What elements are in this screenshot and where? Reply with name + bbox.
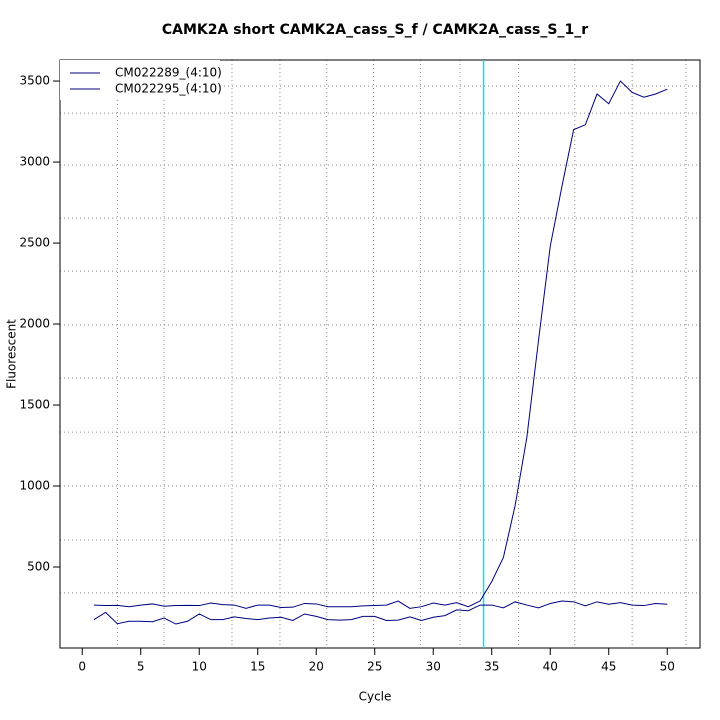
y-tick-label: 1000: [19, 479, 50, 493]
x-tick-label: 10: [192, 660, 207, 674]
x-tick-label: 50: [660, 660, 675, 674]
series-line: [93, 600, 668, 625]
x-tick-label: 35: [484, 660, 499, 674]
x-tick-label: 20: [309, 660, 324, 674]
y-tick-label: 500: [27, 560, 50, 574]
x-tick-label: 5: [137, 660, 145, 674]
legend-box: [60, 60, 220, 100]
chart-title: CAMK2A short CAMK2A_cass_S_f / CAMK2A_ca…: [162, 22, 588, 38]
series-line: [93, 80, 668, 609]
y-tick-label: 2500: [19, 236, 50, 250]
y-tick-label: 3000: [19, 155, 50, 169]
x-tick-label: 30: [426, 660, 441, 674]
x-tick-label: 0: [78, 660, 86, 674]
x-tick-label: 25: [367, 660, 382, 674]
x-tick-label: 45: [601, 660, 616, 674]
y-axis-label: Fluorescent: [5, 319, 19, 389]
legend-label: CM022295_(4:10): [115, 82, 222, 96]
y-tick-label: 3500: [19, 74, 50, 88]
legend-label: CM022289_(4:10): [115, 66, 222, 80]
x-axis-label: Cycle: [359, 690, 392, 704]
y-tick-label: 1500: [19, 398, 50, 412]
x-tick-label: 15: [250, 660, 265, 674]
x-tick-label: 40: [543, 660, 558, 674]
plot-frame: [59, 59, 701, 649]
y-tick-label: 2000: [19, 317, 50, 331]
